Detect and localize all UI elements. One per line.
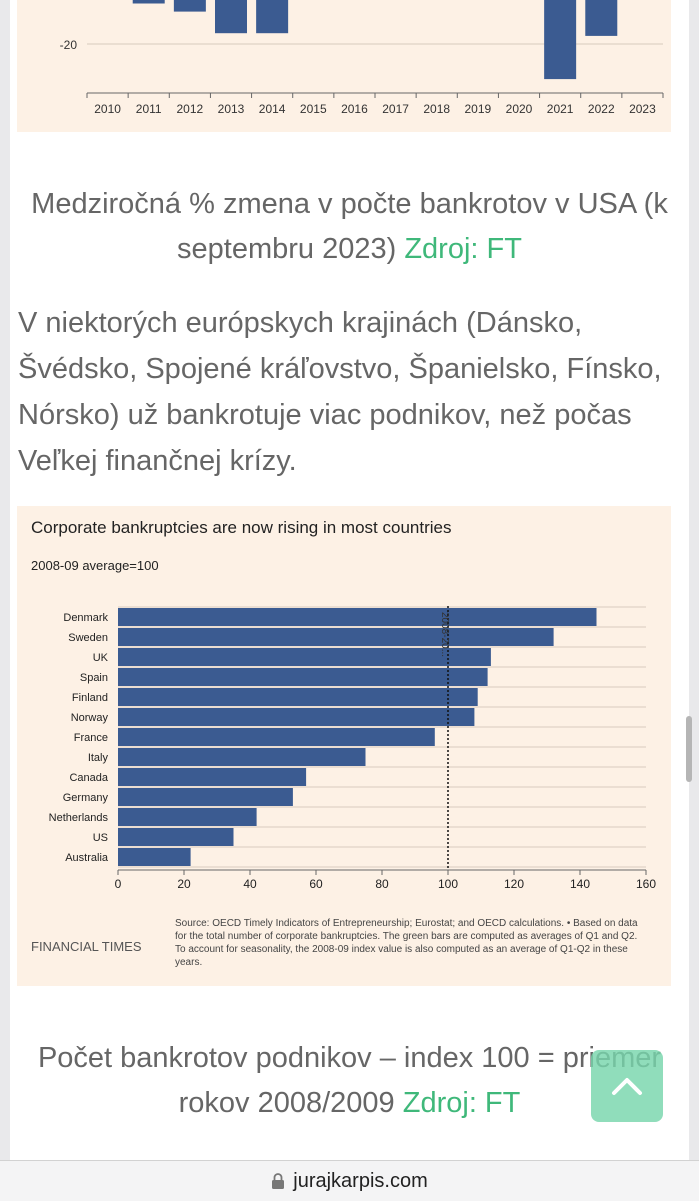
- bar-2022: [585, 0, 618, 36]
- bar-france: [118, 728, 435, 746]
- category-label-us: US: [93, 832, 108, 844]
- x-tick-label-2023: 2023: [629, 102, 656, 116]
- x-tick-label-100: 100: [438, 877, 458, 891]
- chart-subtitle: 2008-09 average=100: [31, 558, 159, 573]
- category-label-netherlands: Netherlands: [49, 812, 109, 824]
- bar-sweden: [118, 628, 554, 646]
- lock-icon: [272, 1173, 285, 1189]
- x-tick-label-2021: 2021: [547, 102, 574, 116]
- bar-2011: [132, 0, 165, 4]
- bar-italy: [118, 748, 366, 766]
- x-tick-label-2022: 2022: [588, 102, 615, 116]
- bar-uk: [118, 648, 491, 666]
- bar-2014: [256, 0, 289, 34]
- url-text: jurajkarpis.com: [293, 1169, 428, 1192]
- ft-brand-logo: FINANCIAL TIMES: [31, 939, 142, 954]
- category-label-denmark: Denmark: [63, 612, 108, 624]
- category-label-canada: Canada: [69, 772, 108, 784]
- corporate-bankruptcies-chart-svg: Corporate bankruptcies are now rising in…: [31, 518, 656, 968]
- caption-index-source-link[interactable]: Zdroj: FT: [402, 1087, 521, 1119]
- source-note-box: Source: OECD Timely Indicators of Entrep…: [175, 918, 638, 968]
- bar-2021: [544, 0, 577, 80]
- x-tick-label-120: 120: [504, 877, 524, 891]
- bar-finland: [118, 688, 478, 706]
- x-tick-label-2020: 2020: [506, 102, 533, 116]
- bar-canada: [118, 768, 307, 786]
- x-tick-label-2012: 2012: [177, 102, 204, 116]
- bar-australia: [118, 848, 191, 866]
- corporate-bankruptcies-chart: Corporate bankruptcies are now rising in…: [17, 506, 671, 986]
- bar-2012: [173, 0, 206, 12]
- category-label-finland: Finland: [72, 692, 108, 704]
- x-tick-label-2018: 2018: [423, 102, 450, 116]
- x-tick-label-2013: 2013: [218, 102, 245, 116]
- bar-spain: [118, 668, 488, 686]
- bar-germany: [118, 788, 293, 806]
- chart-title: Corporate bankruptcies are now rising in…: [31, 518, 451, 537]
- category-label-norway: Norway: [71, 712, 109, 724]
- caption-us-source-link[interactable]: Zdroj: FT: [404, 233, 522, 265]
- x-tick-label-2019: 2019: [465, 102, 492, 116]
- y-tick-label: -20: [60, 38, 78, 52]
- x-tick-label-40: 40: [243, 877, 257, 891]
- category-label-spain: Spain: [80, 672, 108, 684]
- back-to-top-button[interactable]: [591, 1050, 663, 1122]
- x-tick-label-140: 140: [570, 877, 590, 891]
- x-tick-label-20: 20: [177, 877, 191, 891]
- x-tick-label-160: 160: [636, 877, 656, 891]
- scrollbar-thumb[interactable]: [686, 716, 692, 782]
- caption-us-text: Medziročná % zmena v počte bankrotov v U…: [31, 188, 668, 265]
- bar-us: [118, 828, 234, 846]
- x-tick-label-80: 80: [375, 877, 389, 891]
- category-label-germany: Germany: [63, 792, 109, 804]
- bar-netherlands: [118, 808, 257, 826]
- us-bankruptcy-chart-svg: -20 2010 2011 2012 2013 2014 2015 2016 2017 2018 2…: [60, 0, 664, 116]
- x-tick-label-2014: 2014: [259, 102, 286, 116]
- x-tick-label-60: 60: [309, 877, 323, 891]
- x-tick-label-2011: 2011: [136, 102, 162, 116]
- reference-line-label: 2008-20...: [439, 612, 450, 657]
- category-label-italy: Italy: [88, 752, 109, 764]
- chevron-up-icon: [612, 1078, 642, 1095]
- chart-caption-index: Počet bankrotov podnikov – index 100 = p…: [20, 1036, 679, 1126]
- x-tick-label-2017: 2017: [382, 102, 409, 116]
- bar-denmark: [118, 608, 597, 626]
- category-label-uk: UK: [93, 652, 109, 664]
- browser-url-bar[interactable]: jurajkarpis.com: [0, 1160, 699, 1201]
- bar-norway: [118, 708, 475, 726]
- source-note: Source: OECD Timely Indicators of Entrep…: [175, 918, 638, 968]
- us-bankruptcy-change-chart: -20 2010 2011 2012 2013 2014 2015 2016 2017 2018 2…: [17, 0, 671, 132]
- x-tick-label-2010: 2010: [94, 102, 121, 116]
- bar-2013: [215, 0, 247, 34]
- x-tick-label-2016: 2016: [341, 102, 368, 116]
- category-label-sweden: Sweden: [68, 632, 108, 644]
- caption-index-text: Počet bankrotov podnikov – index 100 = p…: [37, 1042, 662, 1119]
- article-paragraph: V niektorých európskych krajinách (Dánsk…: [18, 307, 662, 477]
- x-tick-label-0: 0: [115, 877, 122, 891]
- category-label-france: France: [74, 732, 108, 744]
- x-tick-label-2015: 2015: [300, 102, 327, 116]
- category-label-australia: Australia: [65, 852, 109, 864]
- chart-caption-us: Medziročná % zmena v počte bankrotov v U…: [20, 182, 679, 272]
